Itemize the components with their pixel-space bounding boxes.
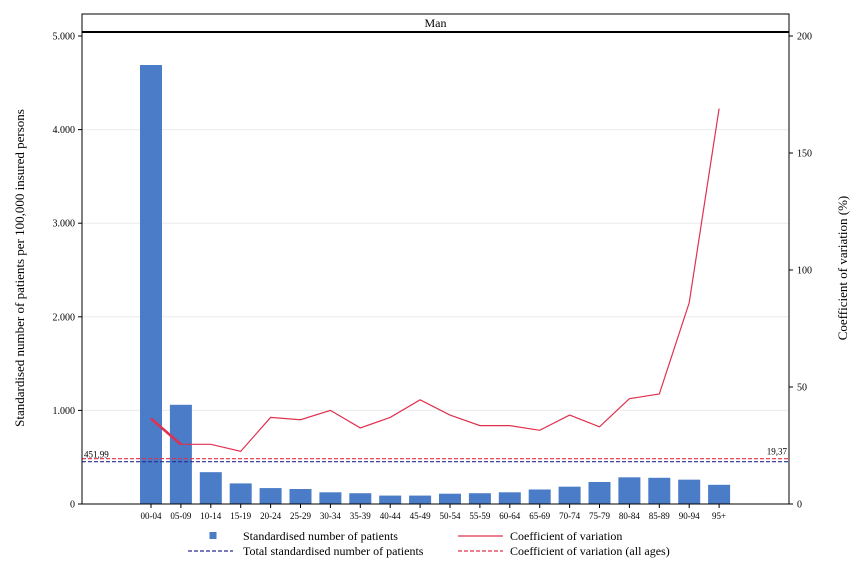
- bar: [379, 495, 402, 504]
- bar: [289, 489, 312, 504]
- x-tick-label: 55-59: [469, 511, 490, 521]
- x-tick-label: 30-34: [320, 511, 341, 521]
- bar: [648, 477, 671, 504]
- bar: [229, 483, 252, 504]
- legend-label: Total standardised number of patients: [243, 544, 424, 558]
- bar: [199, 472, 222, 504]
- bar: [319, 492, 342, 504]
- x-tick-label: 05-09: [170, 511, 191, 521]
- y-tick-label: 0: [70, 500, 75, 511]
- plot-frame: [81, 13, 790, 505]
- bar: [169, 404, 192, 504]
- bar: [678, 479, 701, 504]
- cv-line-highlight: [150, 417, 182, 446]
- reference-label: 19,37: [767, 447, 788, 457]
- x-tick-label: 80-84: [619, 511, 640, 521]
- reference-label: 451,99: [84, 450, 109, 460]
- x-tick-label: 60-64: [499, 511, 520, 521]
- panel-title: Man: [425, 16, 447, 30]
- y-axis-title: Standardised number of patients per 100,…: [12, 109, 27, 427]
- legend: Standardised number of patients Coefficie…: [188, 529, 670, 558]
- x-tick-label: 10-14: [200, 511, 221, 521]
- y-tick-label: 5.000: [53, 32, 76, 43]
- reference-lines: 451,99 19,37: [82, 447, 789, 463]
- x-tick-label: 35-39: [350, 511, 371, 521]
- x-tick-label: 25-29: [290, 511, 311, 521]
- x-tick-label: 85-89: [649, 511, 670, 521]
- x-tick-label: 75-79: [589, 511, 610, 521]
- right-axis-ticks: 0 50 100 150 200: [789, 32, 812, 511]
- bar: [498, 492, 521, 504]
- y2-tick-label: 50: [797, 383, 807, 394]
- bar: [259, 488, 282, 504]
- x-tick-label: 00-04: [141, 511, 162, 521]
- y2-tick-label: 200: [797, 32, 812, 43]
- y-tick-label: 1.000: [53, 406, 76, 417]
- bar: [618, 477, 641, 504]
- x-tick-label: 65-69: [529, 511, 550, 521]
- cv-line: [150, 108, 720, 453]
- x-axis-ticks: 00-04 05-09 10-14 15-19 20-24 25-29 30-34 35-39…: [141, 504, 726, 521]
- gridlines: [82, 129, 789, 411]
- bar: [528, 489, 551, 504]
- y2-tick-label: 100: [797, 266, 812, 277]
- bar: [708, 484, 731, 504]
- bar: [588, 482, 611, 504]
- x-tick-label: 45-49: [410, 511, 431, 521]
- y-tick-label: 2.000: [53, 312, 76, 323]
- bar: [439, 493, 461, 504]
- y2-tick-label: 150: [797, 149, 812, 160]
- y2-tick-label: 0: [797, 500, 802, 511]
- y-tick-label: 3.000: [53, 219, 76, 230]
- legend-label: Coefficient of variation: [510, 529, 622, 543]
- x-tick-label: 70-74: [559, 511, 580, 521]
- legend-label: Standardised number of patients: [243, 529, 398, 543]
- left-axis-ticks: 0 1.000 2.000 3.000 4.000 5.000: [53, 32, 82, 511]
- legend-swatch: [209, 532, 217, 539]
- y2-axis-title: Coefficient of variation (%): [835, 196, 850, 341]
- bar: [468, 493, 491, 504]
- bar: [349, 493, 372, 504]
- bar: [558, 486, 581, 504]
- x-tick-label: 95+: [712, 511, 726, 521]
- x-tick-label: 50-54: [440, 511, 461, 521]
- bar: [140, 65, 162, 505]
- x-tick-label: 20-24: [260, 511, 281, 521]
- bar: [409, 495, 432, 504]
- y-tick-label: 4.000: [53, 125, 76, 136]
- cv-line-series: [150, 108, 720, 453]
- x-tick-label: 15-19: [230, 511, 251, 521]
- x-tick-label: 90-94: [679, 511, 700, 521]
- legend-label: Coefficient of variation (all ages): [510, 544, 670, 558]
- x-tick-label: 40-44: [380, 511, 401, 521]
- bar-series: [140, 65, 731, 505]
